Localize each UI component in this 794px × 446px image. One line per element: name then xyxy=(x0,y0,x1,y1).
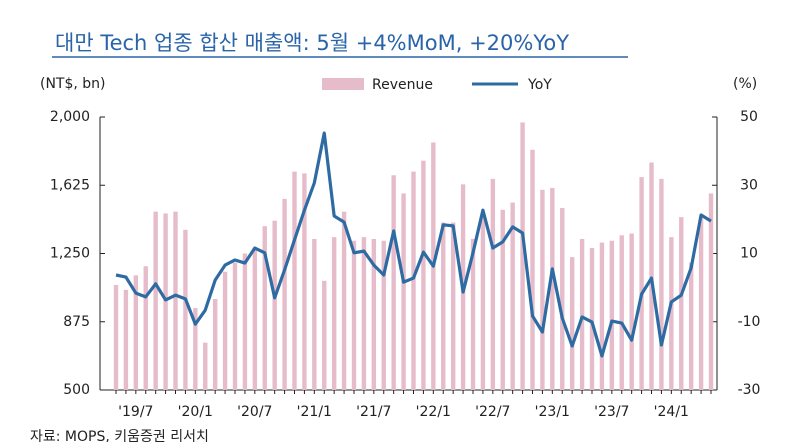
bar xyxy=(659,178,664,390)
x-tick-label: '22/1 xyxy=(416,404,451,420)
bar xyxy=(183,229,188,390)
x-tick-label: '24/1 xyxy=(654,404,689,420)
bar xyxy=(579,238,585,390)
y2-tick-label: -30 xyxy=(738,382,761,398)
bar xyxy=(232,262,238,390)
bar xyxy=(530,149,535,390)
x-tick-label: '22/7 xyxy=(475,404,510,420)
bar xyxy=(589,248,595,390)
bar xyxy=(143,266,148,390)
bar xyxy=(500,209,505,390)
bar xyxy=(421,160,426,390)
bar xyxy=(153,211,158,390)
bar xyxy=(639,177,644,390)
y-tick-label: 500 xyxy=(63,382,90,398)
bar xyxy=(252,248,258,390)
bar xyxy=(669,237,674,390)
x-tick-label: '21/1 xyxy=(297,404,332,420)
bar xyxy=(341,211,347,390)
bar xyxy=(113,284,119,390)
bar xyxy=(222,271,228,390)
bar xyxy=(292,171,297,390)
bar xyxy=(708,193,714,390)
bar xyxy=(510,202,515,390)
bar xyxy=(569,257,575,390)
y-tick-label: 2,000 xyxy=(50,109,90,125)
bar xyxy=(262,226,267,390)
x-tick-label: '23/7 xyxy=(594,404,629,420)
bar xyxy=(560,208,565,390)
source: 자료: MOPS, 키움증권 리서치 xyxy=(30,429,209,442)
bar xyxy=(331,237,337,390)
y2-tick-label: 30 xyxy=(740,177,758,193)
bar xyxy=(698,217,704,390)
bar xyxy=(322,280,327,390)
bar xyxy=(203,342,208,390)
bar xyxy=(450,222,456,390)
x-tick-label: '20/1 xyxy=(178,404,213,420)
legend-label: YoY xyxy=(527,77,552,93)
y2-axis-label: (%) xyxy=(733,76,757,92)
bar xyxy=(173,211,178,390)
bar xyxy=(490,178,496,390)
bar xyxy=(550,187,555,390)
bar xyxy=(649,162,654,390)
bar xyxy=(302,173,307,390)
y2-tick-label: 10 xyxy=(740,246,758,262)
bar xyxy=(312,238,317,390)
bar xyxy=(371,238,377,390)
bar xyxy=(212,299,218,390)
bar xyxy=(629,233,634,390)
bar xyxy=(609,240,615,390)
y-tick-label: 1,250 xyxy=(50,246,90,262)
bar xyxy=(411,171,416,390)
x-tick-label: '20/7 xyxy=(237,404,272,420)
bar xyxy=(282,198,287,390)
y-tick-label: 875 xyxy=(63,314,90,330)
bar xyxy=(688,262,694,390)
bar xyxy=(480,217,486,390)
bar xyxy=(242,253,248,390)
x-tick-label: '19/7 xyxy=(118,404,153,420)
bar xyxy=(619,235,624,390)
bar xyxy=(540,189,545,390)
bar xyxy=(391,175,396,390)
bar xyxy=(361,237,367,390)
yoy-line xyxy=(115,131,712,358)
bar xyxy=(193,308,198,390)
chart-title: 대만 Tech 업종 합산 매출액: 5월 +4%MoM, +20%YoY xyxy=(55,31,569,55)
bar xyxy=(599,242,605,390)
bar xyxy=(441,222,446,390)
x-tick-label: '23/1 xyxy=(535,404,570,420)
bar xyxy=(470,238,476,390)
y2-tick-label: -10 xyxy=(738,314,761,330)
legend-swatch xyxy=(322,78,364,90)
bar xyxy=(163,213,168,390)
bar xyxy=(123,289,129,390)
y2-tick-label: 50 xyxy=(740,109,758,125)
legend-label: Revenue xyxy=(372,77,433,93)
bar xyxy=(351,240,357,390)
bar xyxy=(381,240,386,390)
bar xyxy=(401,193,406,390)
bar xyxy=(272,220,277,390)
bar xyxy=(679,217,684,390)
bar xyxy=(520,122,525,391)
x-tick-label: '21/7 xyxy=(356,404,391,420)
y-tick-label: 1,625 xyxy=(50,177,90,193)
bar xyxy=(133,275,139,390)
y-axis-label: (NT$, bn) xyxy=(40,76,106,92)
